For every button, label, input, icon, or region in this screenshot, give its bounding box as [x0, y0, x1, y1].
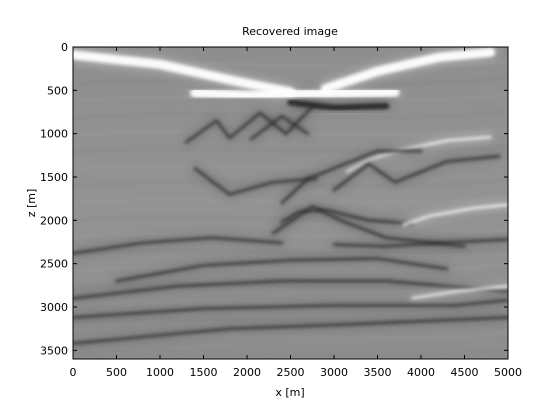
dark-reflector — [280, 149, 423, 205]
texture-stripe — [73, 264, 508, 272]
x-tick-label: 3000 — [320, 366, 348, 379]
texture-stripe — [73, 230, 508, 238]
chart-title: Recovered image — [242, 25, 338, 38]
y-tick-label: 0 — [61, 41, 68, 54]
x-tick-label: 500 — [106, 366, 127, 379]
y-tick-label: 2500 — [40, 258, 68, 271]
x-tick-label: 2500 — [277, 366, 305, 379]
bright-reflector — [190, 87, 400, 100]
dark-reflector — [332, 154, 501, 192]
y-tick-label: 2000 — [40, 214, 68, 227]
dark-reflector — [73, 279, 508, 300]
y-tick-label: 3000 — [40, 301, 68, 314]
texture-stripe — [73, 162, 508, 170]
texture-stripe — [73, 349, 508, 357]
x-tick-label: 4500 — [451, 366, 479, 379]
x-tick-label: 5000 — [494, 366, 522, 379]
dark-reflector — [250, 115, 310, 141]
x-tick-label: 1500 — [190, 366, 218, 379]
bright-reflector — [411, 285, 508, 300]
y-axis-title: z [m] — [25, 189, 38, 218]
y-tick-label: 500 — [47, 84, 68, 97]
reflector-layer — [73, 47, 508, 357]
texture-stripe — [73, 179, 508, 187]
x-tick-label: 4000 — [407, 366, 435, 379]
x-tick-label: 1000 — [146, 366, 174, 379]
bright-reflector — [73, 50, 295, 97]
plot-area — [72, 46, 509, 360]
dark-reflector — [73, 316, 508, 345]
texture-stripe — [73, 145, 508, 153]
bright-reflector — [402, 203, 508, 226]
y-axis: 0 500 1000 1500 2000 2500 3000 3500 — [40, 41, 508, 357]
dark-reflector — [271, 205, 466, 248]
dark-reflector — [287, 99, 390, 111]
dark-reflector — [73, 236, 283, 255]
dark-reflector — [115, 257, 449, 283]
dark-reflector — [193, 167, 318, 196]
y-tick-label: 1000 — [40, 128, 68, 141]
bright-reflector — [320, 47, 496, 94]
texture-stripe — [73, 247, 508, 255]
x-axis-title: x [m] — [275, 386, 304, 399]
x-tick-label: 0 — [70, 366, 77, 379]
dark-reflector — [332, 238, 508, 248]
y-tick-label: 3500 — [40, 344, 68, 357]
x-tick-label: 3500 — [364, 366, 392, 379]
texture-stripe — [73, 77, 508, 85]
x-tick-label: 2000 — [233, 366, 261, 379]
dark-reflector — [73, 298, 508, 319]
x-axis: 0 500 1000 1500 2000 2500 3000 3500 4000 4500 5000 — [70, 47, 522, 379]
dark-reflector — [184, 105, 314, 144]
y-tick-label: 1500 — [40, 171, 68, 184]
